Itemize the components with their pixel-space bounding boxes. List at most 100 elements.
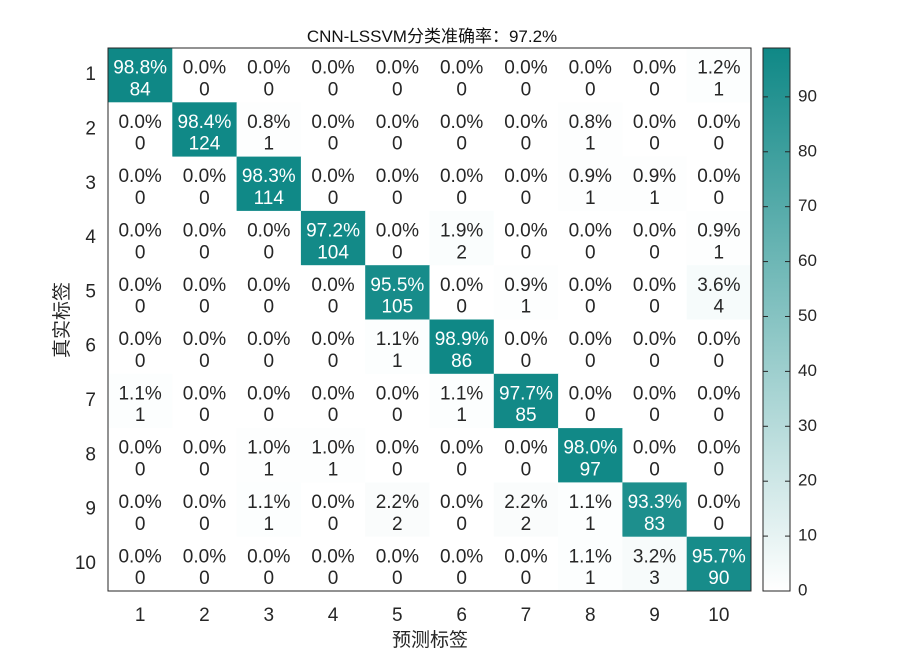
heatmap-cell xyxy=(108,156,173,212)
cell-percent-label: 0.0% xyxy=(118,438,161,459)
colorbar-tick-label: 70 xyxy=(798,196,817,215)
heatmap-cell xyxy=(558,482,623,538)
heatmap-cell xyxy=(558,319,623,375)
heatmap-cell xyxy=(686,428,752,483)
heatmap-cell xyxy=(300,265,366,320)
cell-percent-label: 0.0% xyxy=(247,546,290,567)
cell-count-label: 1 xyxy=(135,405,146,426)
cell-percent-label: 0.0% xyxy=(440,438,483,459)
cell-count-label: 0 xyxy=(521,134,532,155)
cell-percent-label: 0.0% xyxy=(633,383,676,404)
heatmap-cell xyxy=(558,536,623,592)
cell-percent-label: 0.0% xyxy=(376,166,419,187)
cell-count-label: 0 xyxy=(199,459,210,480)
heatmap-cell xyxy=(300,210,366,266)
y-tick-label: 9 xyxy=(85,499,96,520)
cell-count-label: 3 xyxy=(649,568,660,589)
cell-percent-label: 0.0% xyxy=(504,329,547,350)
cell-percent-label: 1.9% xyxy=(440,221,483,242)
cell-percent-label: 0.0% xyxy=(504,112,547,133)
x-tick-label: 6 xyxy=(456,605,467,626)
cell-percent-label: 0.0% xyxy=(247,329,290,350)
cell-percent-label: 98.0% xyxy=(563,438,617,459)
heatmap-cell xyxy=(686,319,752,375)
heatmap-cell xyxy=(622,373,688,429)
cell-count-label: 2 xyxy=(392,514,403,535)
x-tick-label: 9 xyxy=(649,605,660,626)
cell-percent-label: 0.0% xyxy=(118,275,161,296)
cell-percent-label: 0.0% xyxy=(440,166,483,187)
cell-count-label: 0 xyxy=(392,568,403,589)
cell-count-label: 0 xyxy=(328,134,339,155)
cell-percent-label: 0.0% xyxy=(183,492,226,513)
x-tick-label: 3 xyxy=(263,605,274,626)
heatmap-cell xyxy=(365,265,430,320)
heatmap-cell xyxy=(172,428,238,483)
heatmap-cell xyxy=(493,428,559,483)
heatmap-cell xyxy=(493,482,559,538)
cell-percent-label: 0.0% xyxy=(376,221,419,242)
cell-count-label: 1 xyxy=(392,351,403,372)
cell-percent-label: 0.0% xyxy=(504,438,547,459)
cell-count-label: 1 xyxy=(649,188,660,209)
heatmap-cell xyxy=(622,210,688,266)
cell-count-label: 97 xyxy=(580,459,601,480)
cell-count-label: 90 xyxy=(708,568,729,589)
cell-count-label: 0 xyxy=(199,188,210,209)
cell-count-label: 0 xyxy=(456,459,467,480)
cell-percent-label: 0.0% xyxy=(569,275,612,296)
cell-count-label: 105 xyxy=(381,297,413,318)
cell-percent-label: 0.0% xyxy=(697,492,740,513)
heatmap-cell xyxy=(236,265,302,320)
cell-count-label: 0 xyxy=(521,242,532,263)
cell-percent-label: 1.1% xyxy=(118,383,161,404)
cell-count-label: 0 xyxy=(328,79,339,100)
cell-percent-label: 0.0% xyxy=(311,492,354,513)
heatmap-cell xyxy=(108,373,173,429)
cell-percent-label: 3.2% xyxy=(633,546,676,567)
heatmap-cell xyxy=(108,536,173,592)
cell-count-label: 0 xyxy=(263,297,274,318)
heatmap-cell xyxy=(172,48,238,103)
x-tick-label: 5 xyxy=(392,605,403,626)
cell-count-label: 0 xyxy=(199,568,210,589)
cell-count-label: 0 xyxy=(521,459,532,480)
cell-percent-label: 0.0% xyxy=(569,58,612,79)
cell-count-label: 0 xyxy=(328,297,339,318)
cell-count-label: 0 xyxy=(714,188,725,209)
cell-count-label: 0 xyxy=(649,79,660,100)
cell-count-label: 0 xyxy=(199,405,210,426)
heatmap-cell xyxy=(108,102,173,158)
heatmap-cell xyxy=(172,102,238,158)
heatmap-cell xyxy=(365,102,430,158)
heatmap-cell xyxy=(172,373,238,429)
cell-count-label: 1 xyxy=(521,297,532,318)
heatmap-cell xyxy=(236,102,302,158)
heatmap-cell xyxy=(300,48,366,103)
cell-count-label: 1 xyxy=(456,405,467,426)
cell-percent-label: 0.0% xyxy=(311,546,354,567)
cell-percent-label: 0.0% xyxy=(118,546,161,567)
heatmap-cell xyxy=(429,265,495,320)
cell-count-label: 0 xyxy=(456,514,467,535)
cell-percent-label: 3.6% xyxy=(697,275,740,296)
cell-count-label: 1 xyxy=(585,134,596,155)
x-axis-ticks: 1 2 3 4 5 6 7 8 9 10 xyxy=(135,605,730,626)
cell-percent-label: 0.0% xyxy=(376,112,419,133)
heatmap-cell xyxy=(172,156,238,212)
cell-count-label: 0 xyxy=(328,351,339,372)
cell-count-label: 0 xyxy=(714,459,725,480)
cell-percent-label: 0.0% xyxy=(118,221,161,242)
cell-percent-label: 0.0% xyxy=(311,112,354,133)
cell-percent-label: 0.0% xyxy=(118,329,161,350)
heatmap-cell xyxy=(300,482,366,538)
heatmap-cell xyxy=(558,210,623,266)
heatmap-cell xyxy=(236,156,302,212)
cell-percent-label: 0.0% xyxy=(311,166,354,187)
cell-count-label: 0 xyxy=(649,405,660,426)
colorbar-tick-label: 10 xyxy=(798,526,817,545)
heatmap-cell xyxy=(108,48,173,103)
heatmap-cell xyxy=(365,482,430,538)
cell-count-label: 0 xyxy=(135,134,146,155)
